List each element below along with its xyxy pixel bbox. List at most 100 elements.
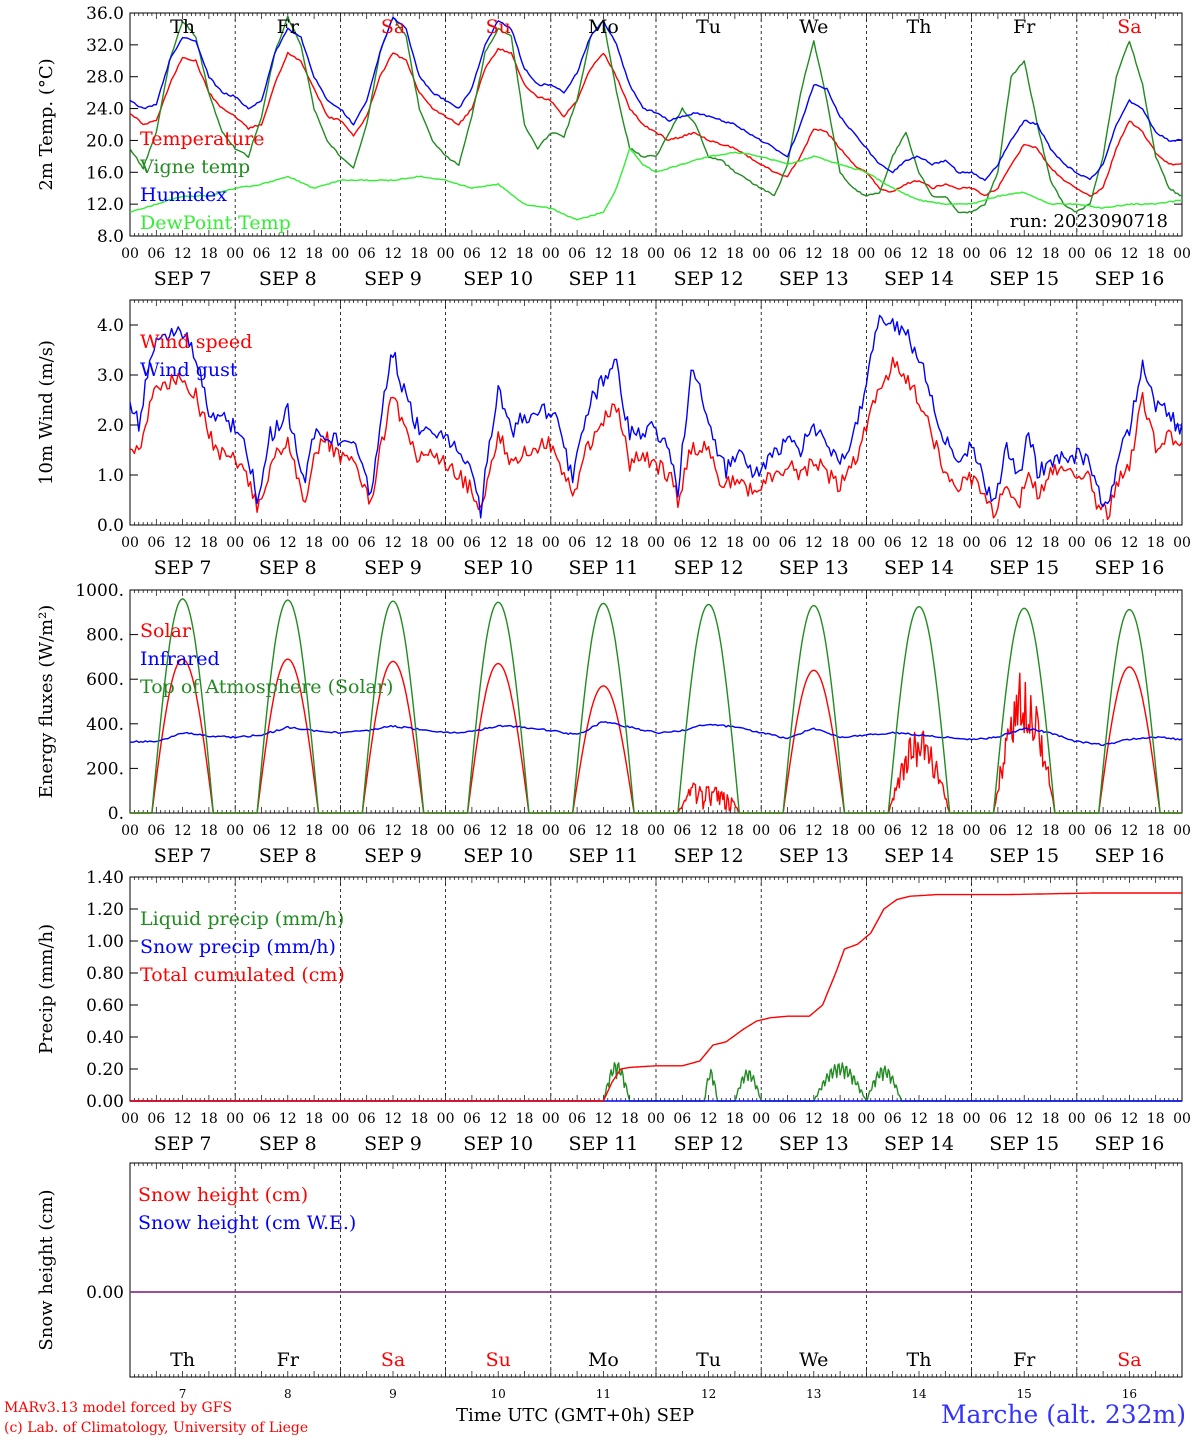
hour-tick-label: 06 — [1094, 1111, 1112, 1127]
hour-tick-label: 06 — [568, 1111, 586, 1127]
hour-tick-label: 12 — [1015, 535, 1033, 551]
hour-tick-label: 00 — [647, 246, 665, 262]
hour-tick-label: 12 — [910, 535, 928, 551]
credit-lab: (c) Lab. of Climatology, University of L… — [4, 1420, 309, 1436]
hour-tick-label: 18 — [1042, 1111, 1060, 1127]
weekday-label: Sa — [381, 1349, 405, 1371]
hour-tick-label: 00 — [121, 246, 139, 262]
weekday-label: Sa — [1117, 16, 1141, 38]
station-name: Marche (alt. 232m) — [940, 1400, 1186, 1429]
legend-entry: Wind speed — [140, 331, 252, 353]
hour-tick-label: 12 — [489, 535, 507, 551]
hour-tick-label: 18 — [831, 535, 849, 551]
y-tick-label: 0.0 — [97, 516, 124, 536]
hour-tick-label: 06 — [1094, 535, 1112, 551]
hour-tick-label: 00 — [752, 823, 770, 839]
panel-temperature — [129, 12, 1183, 237]
date-label: SEP 16 — [1094, 845, 1164, 867]
y-tick-label: 16.0 — [86, 163, 124, 183]
hour-tick-label: 00 — [542, 1111, 560, 1127]
hour-tick-label: 06 — [884, 1111, 902, 1127]
date-label: SEP 11 — [568, 845, 638, 867]
date-label: SEP 13 — [779, 845, 849, 867]
y-tick-label: 0.80 — [86, 964, 124, 984]
hour-tick-label: 06 — [779, 823, 797, 839]
hour-tick-label: 18 — [726, 823, 744, 839]
day-number-label: 16 — [1122, 1387, 1137, 1401]
date-label: SEP 9 — [364, 557, 422, 579]
hour-tick-label: 06 — [568, 823, 586, 839]
series-line-liquid-precip-mm-h- — [130, 1062, 1182, 1102]
legend-entry: Liquid precip (mm/h) — [140, 908, 344, 930]
legend-entry: DewPoint Temp — [140, 212, 291, 234]
hour-tick-label: 12 — [910, 823, 928, 839]
legend-entry: Snow height (cm) — [138, 1184, 308, 1206]
y-tick-label: 32.0 — [86, 36, 124, 56]
y-tick-label: 0.40 — [86, 1028, 124, 1048]
legend-entry: Humidex — [140, 184, 227, 206]
date-label: SEP 7 — [154, 1133, 212, 1155]
hour-tick-label: 00 — [226, 246, 244, 262]
hour-tick-label: 18 — [726, 1111, 744, 1127]
hour-tick-label: 06 — [673, 823, 691, 839]
hour-tick-label: 06 — [779, 1111, 797, 1127]
hour-tick-label: 12 — [700, 823, 718, 839]
hour-tick-label: 18 — [200, 246, 218, 262]
hour-tick-label: 06 — [884, 823, 902, 839]
series-line-solar — [130, 658, 1182, 814]
hour-tick-label: 00 — [857, 1111, 875, 1127]
hour-tick-label: 18 — [936, 823, 954, 839]
day-number-label: 13 — [806, 1387, 821, 1401]
y-tick-label: 20.0 — [86, 131, 124, 151]
legend-entry: Snow height (cm W.E.) — [138, 1212, 356, 1234]
weekday-label: Mo — [588, 1349, 619, 1371]
date-label: SEP 12 — [674, 557, 744, 579]
hour-tick-label: 12 — [1120, 1111, 1138, 1127]
day-number-label: 14 — [911, 1387, 927, 1401]
date-label: SEP 8 — [259, 557, 317, 579]
hour-tick-label: 00 — [121, 823, 139, 839]
panel-frame — [129, 299, 1183, 526]
y-tick-label: 600. — [86, 670, 124, 690]
date-label: SEP 12 — [674, 845, 744, 867]
legend-entry: Vigne temp — [139, 156, 250, 178]
hour-tick-label: 00 — [1068, 246, 1086, 262]
weekday-label: Su — [486, 1349, 511, 1371]
run-annotation: run: 2023090718 — [1010, 211, 1168, 232]
hour-tick-label: 06 — [147, 246, 165, 262]
hour-tick-label: 12 — [910, 1111, 928, 1127]
y-tick-label: 0.20 — [86, 1060, 124, 1080]
y-tick-label: 0. — [108, 804, 124, 824]
hour-tick-label: 06 — [358, 246, 376, 262]
hour-tick-label: 18 — [621, 823, 639, 839]
hour-tick-label: 12 — [489, 1111, 507, 1127]
date-label: SEP 15 — [989, 1133, 1059, 1155]
hour-tick-label: 12 — [279, 1111, 297, 1127]
weekday-label: Sa — [381, 16, 405, 38]
hour-tick-label: 06 — [463, 1111, 481, 1127]
date-label: SEP 8 — [259, 1133, 317, 1155]
hour-tick-label: 00 — [857, 823, 875, 839]
hour-tick-label: 12 — [1120, 246, 1138, 262]
hour-tick-label: 18 — [305, 1111, 323, 1127]
hour-tick-label: 06 — [779, 535, 797, 551]
panel-energy — [129, 589, 1183, 814]
hour-tick-label: 06 — [358, 535, 376, 551]
y-tick-label: 36.0 — [86, 4, 124, 24]
date-label: SEP 7 — [154, 557, 212, 579]
hour-tick-label: 06 — [989, 246, 1007, 262]
date-label: SEP 12 — [674, 1133, 744, 1155]
hour-tick-label: 06 — [989, 823, 1007, 839]
hour-tick-label: 12 — [1015, 1111, 1033, 1127]
panel-wind — [129, 299, 1183, 526]
date-label: SEP 11 — [568, 1133, 638, 1155]
hour-tick-label: 06 — [147, 823, 165, 839]
hour-tick-label: 12 — [594, 823, 612, 839]
hour-tick-label: 06 — [989, 535, 1007, 551]
hour-tick-label: 00 — [752, 246, 770, 262]
hour-tick-label: 12 — [384, 535, 402, 551]
date-label: SEP 13 — [779, 1133, 849, 1155]
date-label: SEP 15 — [989, 845, 1059, 867]
hour-tick-label: 00 — [542, 246, 560, 262]
weekday-label: Su — [486, 16, 511, 38]
